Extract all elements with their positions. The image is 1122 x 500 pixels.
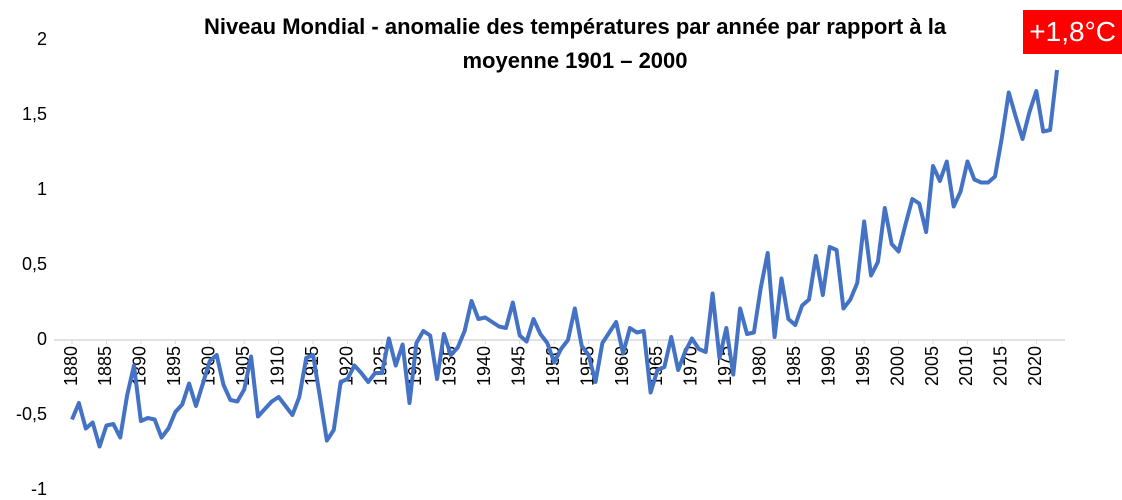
x-tick-label: 1945 xyxy=(508,346,528,386)
y-tick-label: 0 xyxy=(37,329,47,349)
chart-title: Niveau Mondial - anomalie des températur… xyxy=(203,14,947,73)
x-tick-label: 1910 xyxy=(267,346,287,386)
x-tick-label: 1880 xyxy=(61,346,81,386)
x-tick-label: 2010 xyxy=(956,346,976,386)
x-tick-label: 1885 xyxy=(95,346,115,386)
x-tick-label: 2015 xyxy=(991,346,1011,386)
y-tick-label: 0,5 xyxy=(22,254,47,274)
x-tick-label: 1895 xyxy=(164,346,184,386)
annotation: +1,8°C xyxy=(1023,10,1122,54)
x-tick-label: 1970 xyxy=(681,346,701,386)
x-tick-label: 1965 xyxy=(646,346,666,386)
y-tick-label: 2 xyxy=(37,29,47,49)
x-tick-label: 1990 xyxy=(818,346,838,386)
x-tick-label: 1995 xyxy=(853,346,873,386)
y-tick-label: -0,5 xyxy=(16,404,47,424)
x-tick-label: 1960 xyxy=(612,346,632,386)
x-tick-label: 2005 xyxy=(922,346,942,386)
x-tick-label: 1935 xyxy=(440,346,460,386)
x-tick-label: 1985 xyxy=(784,346,804,386)
y-tick-label: -1 xyxy=(31,479,47,499)
x-tick-label: 1940 xyxy=(474,346,494,386)
x-tick-label: 2020 xyxy=(1025,346,1045,386)
y-tick-label: 1 xyxy=(37,179,47,199)
data-line xyxy=(70,69,1059,449)
x-tick-label: 2000 xyxy=(887,346,907,386)
y-tick-label: 1,5 xyxy=(22,104,47,124)
x-tick-label: 1980 xyxy=(750,346,770,386)
